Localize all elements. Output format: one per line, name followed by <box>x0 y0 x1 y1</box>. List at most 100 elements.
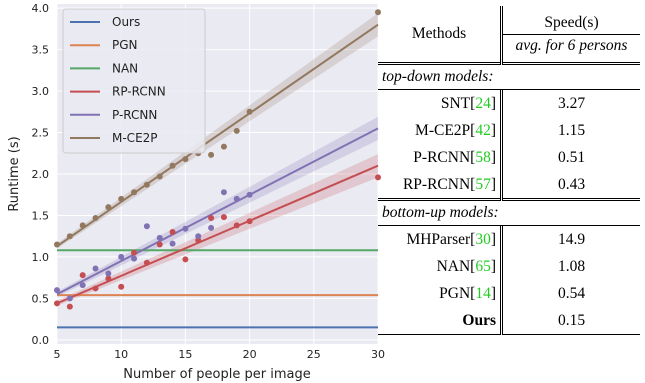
x-tick-label: 30 <box>371 348 385 361</box>
method-cell: SNT[24] <box>378 90 503 117</box>
point-m-ce2p <box>54 241 60 248</box>
speed-header: Speed(s) avg. for 6 persons <box>502 6 640 64</box>
method-cell: M-CE2P[42] <box>378 117 503 144</box>
point-m-ce2p <box>246 108 253 115</box>
citation-link[interactable]: 58 <box>475 148 491 166</box>
method-cell: P-RCNN[58] <box>378 144 503 171</box>
point-m-ce2p <box>156 173 163 180</box>
point-m-ce2p <box>233 127 240 134</box>
point-p-rcnn <box>118 253 125 260</box>
y-axis-label: Runtime (s) <box>7 136 22 211</box>
table-row: P-RCNN[58] 0.51 <box>378 144 640 171</box>
method-cell: PGN[14] <box>378 280 503 307</box>
group-title: top-down models: <box>382 68 494 85</box>
point-rp-rcnn <box>220 214 227 221</box>
method-name: RP-RCNN <box>402 175 471 193</box>
point-m-ce2p <box>92 214 99 221</box>
point-m-ce2p <box>143 181 150 188</box>
table-row: SNT[24] 3.27 <box>378 90 640 117</box>
point-m-ce2p <box>169 162 176 169</box>
point-rp-rcnn <box>92 285 99 292</box>
point-p-rcnn <box>220 189 227 196</box>
runtime-chart: 5 10 15 20 25 30 0.00.51.01.52.02.53.03.54.0 … <box>7 2 386 382</box>
citation-link[interactable]: 14 <box>475 284 491 302</box>
point-m-ce2p <box>118 195 125 202</box>
point-m-ce2p <box>131 189 138 196</box>
point-p-rcnn <box>54 287 60 294</box>
point-rp-rcnn <box>195 237 202 244</box>
group-rule <box>378 89 640 90</box>
point-p-rcnn <box>156 234 163 241</box>
y-tick-label: 0.5 <box>32 292 50 305</box>
legend-label-pgn: PGN <box>112 38 138 52</box>
method-name: NAN <box>436 257 471 275</box>
citation-link[interactable]: 30 <box>475 230 491 248</box>
point-rp-rcnn <box>143 259 150 266</box>
point-rp-rcnn <box>208 214 215 221</box>
x-tick-label: 20 <box>243 348 257 361</box>
x-tick-label: 15 <box>178 348 192 361</box>
point-m-ce2p <box>79 222 86 229</box>
point-rp-rcnn <box>156 241 163 248</box>
speed-value: 0.43 <box>557 175 586 193</box>
method-name: Ours <box>462 311 496 329</box>
point-rp-rcnn <box>118 283 125 290</box>
x-tick-label: 5 <box>54 348 61 361</box>
point-rp-rcnn <box>169 229 176 236</box>
legend-label-nan: NAN <box>112 61 138 75</box>
line-p-rcnn <box>56 127 379 296</box>
citation-link[interactable]: 24 <box>475 94 491 112</box>
point-m-ce2p <box>182 156 189 163</box>
x-tick-label: 25 <box>307 348 321 361</box>
point-p-rcnn <box>66 295 73 302</box>
citation-link[interactable]: 57 <box>475 175 491 193</box>
speed-value: 1.08 <box>557 257 586 275</box>
citation-link[interactable]: 65 <box>475 257 491 275</box>
point-rp-rcnn <box>54 300 60 307</box>
group-rule <box>378 225 640 226</box>
speed-value: 0.51 <box>557 148 586 166</box>
point-rp-rcnn <box>105 275 112 282</box>
point-rp-rcnn <box>233 222 240 229</box>
y-tick-label: 2.5 <box>32 127 50 140</box>
point-p-rcnn <box>143 223 150 230</box>
table-row: RP-RCNN[57] 0.43 <box>378 171 640 200</box>
x-tick-label: 10 <box>114 348 128 361</box>
speed-value: 0.54 <box>557 284 586 302</box>
y-tick-label: 0.0 <box>32 334 50 347</box>
methods-header: Methods <box>378 6 503 64</box>
point-p-rcnn <box>79 282 86 289</box>
method-name: MHParser <box>406 230 471 248</box>
legend-label-ours: Ours <box>112 15 140 29</box>
y-tick-label: 3.0 <box>32 85 50 98</box>
series-points <box>54 9 381 310</box>
speed-header-subtitle: avg. for 6 persons <box>515 36 628 54</box>
point-p-rcnn <box>105 270 112 277</box>
y-tick-labels: 0.0 0.5 1.0 1.5 2.0 2.5 3.0 3.5 4.0 <box>32 2 50 347</box>
double-rule <box>378 198 640 202</box>
table-row: MHParser[30] 14.9 <box>378 226 640 253</box>
point-p-rcnn <box>92 265 99 272</box>
method-cell: RP-RCNN[57] <box>378 171 503 200</box>
legend-label-rp-rcnn: RP-RCNN <box>112 85 166 99</box>
speed-value: 14.9 <box>557 230 586 248</box>
point-p-rcnn <box>182 225 189 232</box>
method-cell: NAN[65] <box>378 253 503 280</box>
method-name: M-CE2P <box>415 121 471 139</box>
point-m-ce2p <box>105 204 112 211</box>
legend-label-p-rcnn: P-RCNN <box>112 108 157 122</box>
table-row: PGN[14] 0.54 <box>378 280 640 307</box>
method-name: SNT <box>440 94 471 112</box>
point-p-rcnn <box>169 240 176 247</box>
group-heading: top-down models: <box>378 65 640 90</box>
x-tick-labels: 5 10 15 20 25 30 <box>54 348 386 361</box>
table-bottom-rule <box>378 334 640 335</box>
point-rp-rcnn <box>182 256 189 263</box>
citation-link[interactable]: 42 <box>475 121 491 139</box>
point-rp-rcnn <box>66 303 73 310</box>
point-rp-rcnn <box>131 249 138 256</box>
group-title: bottom-up models: <box>382 204 499 221</box>
table-row: NAN[65] 1.08 <box>378 253 640 280</box>
speed-value: 1.15 <box>557 121 586 139</box>
speed-value: 3.27 <box>557 94 586 112</box>
